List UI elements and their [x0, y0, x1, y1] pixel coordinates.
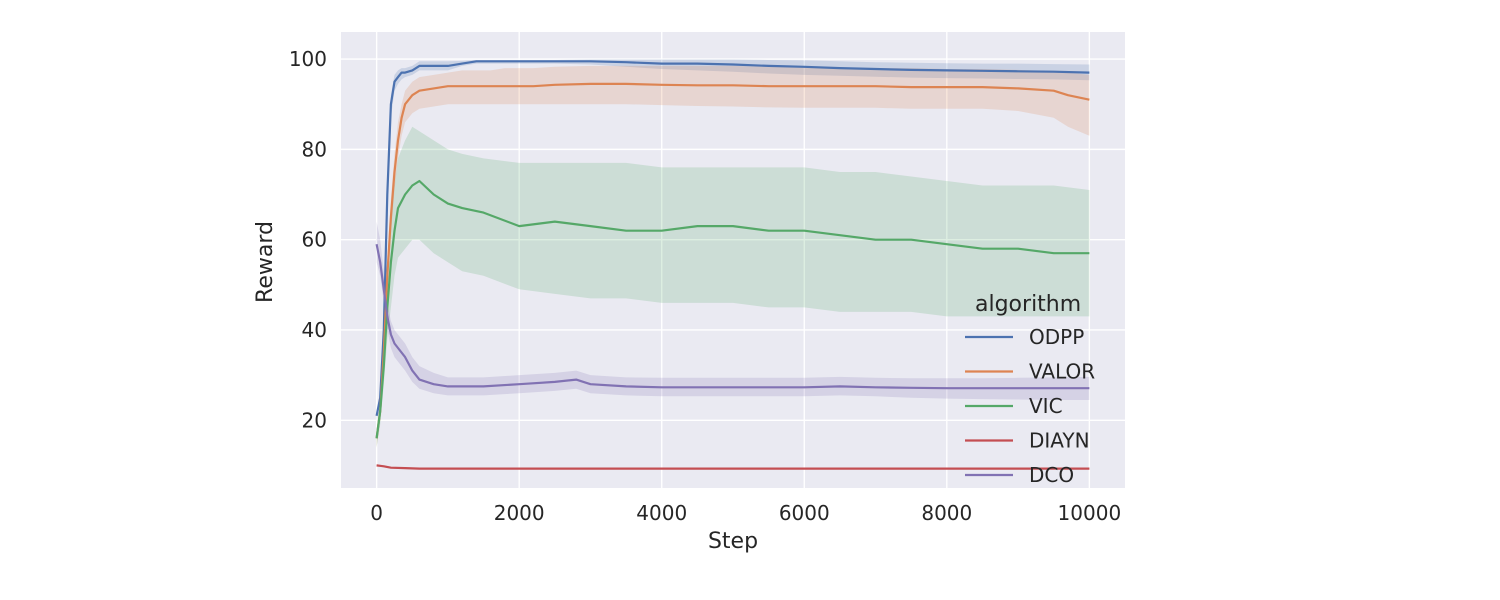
x-tick-label: 8000 — [921, 501, 972, 525]
legend-label-dco: DCO — [1029, 463, 1074, 487]
x-tick-label: 0 — [370, 501, 383, 525]
legend-label-vic: VIC — [1029, 394, 1063, 418]
y-axis-label: Reward — [253, 221, 278, 303]
y-tick-label: 100 — [289, 47, 327, 71]
x-tick-label: 4000 — [636, 501, 687, 525]
y-tick-label: 40 — [302, 318, 327, 342]
legend-label-diayn: DIAYN — [1029, 429, 1090, 453]
legend: algorithm ODPP VALOR VIC DIAYN DCO — [965, 292, 1095, 487]
line-vic — [375, 179, 1090, 439]
line-odpp — [375, 60, 1090, 417]
series-lines — [375, 60, 1090, 470]
band-valor — [376, 65, 1090, 448]
x-axis-label: Step — [708, 529, 758, 554]
band-vic — [376, 126, 1090, 448]
legend-label-odpp: ODPP — [1029, 325, 1084, 349]
line-dco — [375, 243, 1090, 390]
y-tick-label: 80 — [302, 137, 327, 161]
x-tick-label: 10000 — [1058, 501, 1122, 525]
grid-lines — [341, 32, 1125, 488]
plot-background — [341, 32, 1125, 488]
line-valor — [375, 82, 1090, 439]
x-tick-label: 2000 — [494, 501, 545, 525]
x-tick-label: 6000 — [779, 501, 830, 525]
x-axis-ticks: 0 2000 4000 6000 8000 10000 — [370, 501, 1121, 525]
y-tick-label: 60 — [302, 228, 327, 252]
legend-title: algorithm — [975, 292, 1081, 317]
band-dco — [376, 221, 1090, 400]
y-axis-ticks: 20 40 60 80 100 — [289, 47, 327, 432]
legend-label-valor: VALOR — [1029, 360, 1095, 384]
line-diayn — [376, 464, 1090, 470]
y-tick-label: 20 — [302, 408, 327, 432]
